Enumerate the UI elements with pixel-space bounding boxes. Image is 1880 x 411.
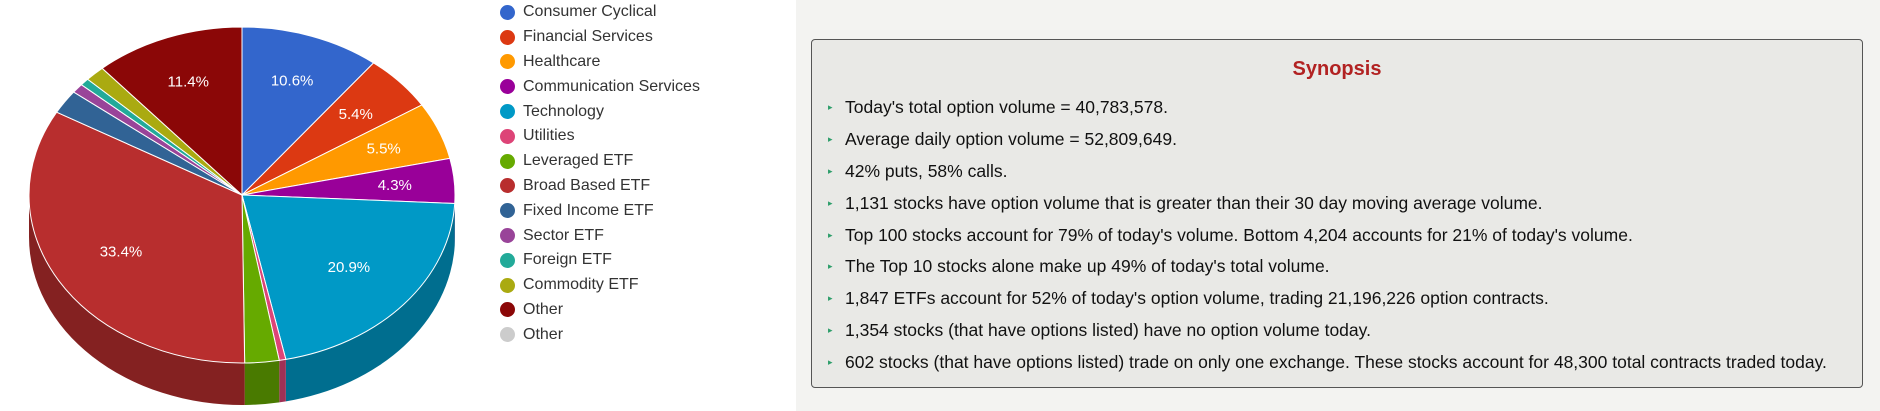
legend-label: Technology xyxy=(523,102,604,120)
legend-label: Consumer Cyclical xyxy=(523,3,657,21)
legend-item: Utilities xyxy=(500,124,700,149)
bullet-icon: ▸ xyxy=(828,261,833,272)
synopsis-box: Synopsis ▸ Today's total option volume = … xyxy=(811,39,1863,388)
bullet-icon: ▸ xyxy=(828,165,833,176)
pie-slice xyxy=(241,26,375,197)
legend-swatch xyxy=(500,277,515,293)
synopsis-item-text: 1,847 ETFs account for 52% of today's op… xyxy=(845,288,1549,309)
bullet-icon: ▸ xyxy=(828,197,833,208)
legend-item: Consumer Cyclical xyxy=(500,0,700,25)
pie-slice xyxy=(101,26,243,197)
legend-item: Broad Based ETF xyxy=(500,174,700,199)
synopsis-item: ▸ 1,847 ETFs account for 52% of today's o… xyxy=(828,283,1827,315)
legend-label: Financial Services xyxy=(523,28,653,46)
legend-swatch xyxy=(500,54,515,70)
pie-slice-label: 11.4% xyxy=(168,74,209,91)
synopsis-item: ▸ 1,354 stocks (that have options listed)… xyxy=(828,315,1827,347)
legend-label: Healthcare xyxy=(523,52,601,70)
legend-swatch xyxy=(500,128,515,144)
legend-label: Foreign ETF xyxy=(523,251,612,269)
legend-label: Other xyxy=(523,325,564,343)
synopsis-item: ▸ The Top 10 stocks alone make up 49% of … xyxy=(828,251,1827,283)
legend-label: Sector ETF xyxy=(523,226,604,244)
synopsis-item: ▸ Top 100 stocks account for 79% of today… xyxy=(828,219,1827,251)
legend-label: Commodity ETF xyxy=(523,276,639,294)
pie-side-wall xyxy=(285,203,455,402)
legend-swatch xyxy=(500,104,515,120)
synopsis-list: ▸ Today's total option volume = 40,783,57… xyxy=(828,92,1827,378)
bullet-icon: ▸ xyxy=(828,324,833,335)
legend-item: Fixed Income ETF xyxy=(500,198,700,223)
legend-swatch xyxy=(500,29,515,45)
legend-item: Foreign ETF xyxy=(500,248,700,273)
legend-swatch xyxy=(500,302,515,318)
synopsis-item-text: The Top 10 stocks alone make up 49% of t… xyxy=(845,256,1330,277)
pie-slice-label: 5.5% xyxy=(367,141,401,158)
legend-label: Other xyxy=(523,300,564,318)
legend-label: Broad Based ETF xyxy=(523,176,651,194)
synopsis-item: ▸ Average daily option volume = 52,809,64… xyxy=(828,124,1827,156)
legend-swatch xyxy=(500,79,515,95)
chart-legend: Consumer Cyclical Financial Services Healt… xyxy=(500,0,700,347)
legend-swatch xyxy=(500,327,515,343)
legend-item: Other xyxy=(500,322,700,347)
synopsis-item: ▸ Today's total option volume = 40,783,57… xyxy=(828,92,1827,124)
legend-item: Commodity ETF xyxy=(500,273,700,298)
synopsis-item-text: 602 stocks (that have options listed) tr… xyxy=(845,351,1827,372)
synopsis-item-text: 1,354 stocks (that have options listed) … xyxy=(845,319,1371,340)
pie-side-wall xyxy=(29,195,245,405)
synopsis-item-text: 1,131 stocks have option volume that is … xyxy=(845,192,1543,213)
bullet-icon: ▸ xyxy=(828,229,833,240)
pie-slice xyxy=(28,111,246,364)
synopsis-item-text: Average daily option volume = 52,809,649… xyxy=(845,129,1177,150)
legend-label: Communication Services xyxy=(523,77,700,95)
legend-item: Other xyxy=(500,298,700,323)
sector-pie-chart: 10.6% 5.4% 5.5% 4.3% 20.9% 33.4% 11.4% Consume… xyxy=(0,0,796,411)
pie-svg: 10.6% 5.4% 5.5% 4.3% 20.9% 33.4% 11.4% xyxy=(28,26,456,405)
bullet-icon: ▸ xyxy=(828,293,833,304)
pie-slice-label: 5.4% xyxy=(339,106,373,123)
bullet-icon: ▸ xyxy=(828,102,833,113)
legend-label: Fixed Income ETF xyxy=(523,201,654,219)
pie-slice-label: 20.9% xyxy=(328,259,371,276)
synopsis-item: ▸ 602 stocks (that have options listed) t… xyxy=(828,346,1827,378)
pie-side-wall xyxy=(244,360,280,405)
legend-swatch xyxy=(500,178,515,194)
legend-item: Technology xyxy=(500,99,700,124)
legend-swatch xyxy=(500,228,515,244)
legend-item: Financial Services xyxy=(500,25,700,50)
pie-slice-label: 10.6% xyxy=(271,73,314,90)
legend-item: Sector ETF xyxy=(500,223,700,248)
synopsis-title: Synopsis xyxy=(1292,58,1382,80)
synopsis-item-text: 42% puts, 58% calls. xyxy=(845,160,1008,181)
bullet-icon: ▸ xyxy=(828,134,833,145)
pie-slice xyxy=(241,194,456,360)
pie-slice-label: 4.3% xyxy=(378,177,412,194)
legend-swatch xyxy=(500,252,515,268)
pie-side-wall xyxy=(279,359,286,403)
legend-label: Leveraged ETF xyxy=(523,152,634,170)
legend-item: Communication Services xyxy=(500,74,700,99)
legend-item: Healthcare xyxy=(500,50,700,75)
synopsis-item: ▸ 1,131 stocks have option volume that is… xyxy=(828,187,1827,219)
pie-slice-label: 33.4% xyxy=(100,243,143,260)
legend-item: Leveraged ETF xyxy=(500,149,700,174)
legend-swatch xyxy=(500,153,515,169)
legend-swatch xyxy=(500,203,515,219)
synopsis-item-text: Top 100 stocks account for 79% of today'… xyxy=(845,224,1633,245)
synopsis-panel: Synopsis ▸ Today's total option volume = … xyxy=(796,0,1880,411)
synopsis-item: ▸ 42% puts, 58% calls. xyxy=(828,156,1827,188)
bullet-icon: ▸ xyxy=(828,356,833,367)
synopsis-item-text: Today's total option volume = 40,783,578… xyxy=(845,97,1168,118)
legend-label: Utilities xyxy=(523,127,575,145)
legend-swatch xyxy=(500,4,515,20)
